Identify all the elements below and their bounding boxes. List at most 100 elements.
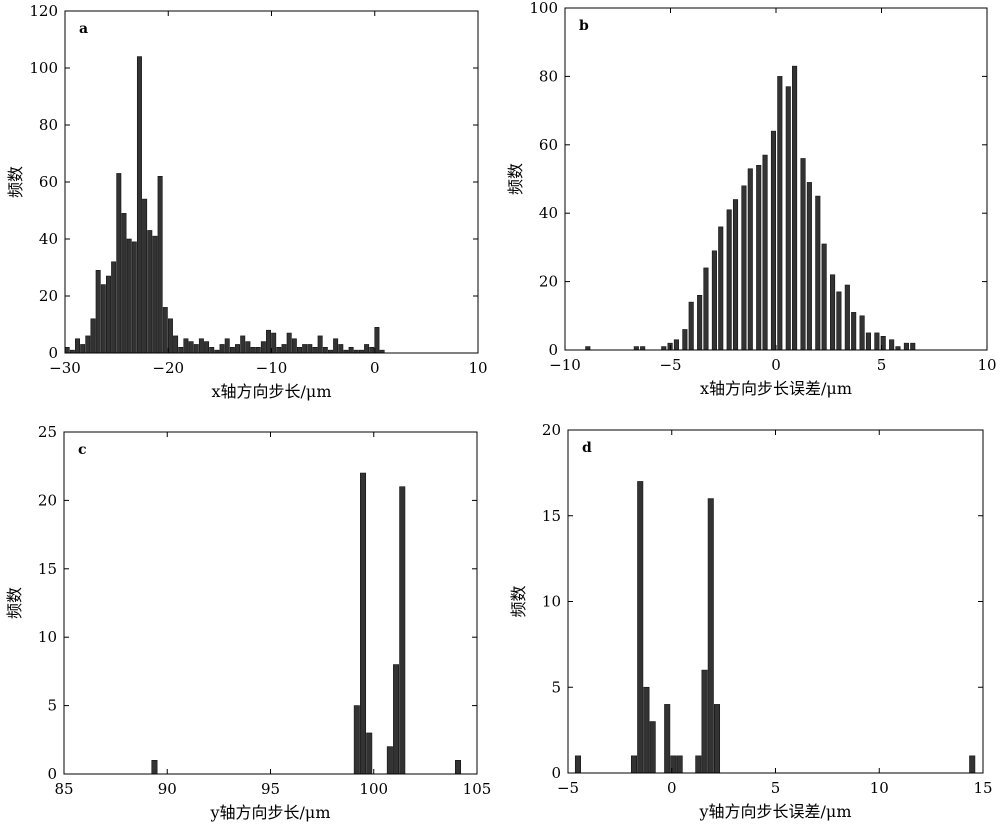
histogram-bar [844,284,850,351]
histogram-bar [865,332,871,351]
plot-frame [63,431,478,775]
histogram-bar [348,346,354,354]
x-tick-label: −30 [49,359,81,377]
histogram-bar [188,341,194,354]
y-tick-label: 80 [539,67,558,85]
y-tick-label: 15 [542,507,561,525]
x-axis-label: y轴方向步长/μm [209,803,330,822]
histogram-bar [224,338,230,354]
histogram-bar [364,344,370,354]
histogram-bar [183,338,189,354]
x-tick-label: 10 [870,779,889,797]
panel-label: a [79,21,88,37]
histogram-bar [747,168,753,351]
panel-label: b [579,18,589,34]
x-tick-label: −20 [152,359,184,377]
panel-label: d [582,440,592,456]
x-tick-label: 5 [877,356,887,374]
x-axis-label: x轴方向步长/μm [212,382,332,401]
y-axis-label: 频数 [5,587,24,619]
histogram-bar [281,344,287,354]
x-tick-label: 10 [468,359,487,377]
histogram-bar [703,267,709,351]
histogram-bar [386,746,393,775]
y-tick-label: 0 [548,341,558,359]
histogram-bar [235,344,241,354]
x-tick-label: 10 [977,356,996,374]
histogram-bar [726,209,732,351]
x-tick-label: 5 [771,779,781,797]
histogram-bar [312,346,318,354]
y-tick-label: 20 [539,273,558,291]
histogram-bar [193,344,199,354]
histogram-bar [95,270,101,354]
histogram-bar [374,327,380,354]
histogram-bar [64,346,70,354]
histogram-bar [664,704,671,774]
y-axis-label: 频数 [6,166,25,198]
histogram-bar [178,346,184,354]
histogram-bar [136,56,142,354]
y-tick-label: 25 [38,423,57,441]
histogram-bar [151,760,158,775]
histogram-bar [701,669,708,774]
histogram-bar [162,307,168,354]
histogram-bar [276,346,282,354]
histogram-bar [360,472,367,775]
x-tick-label: 0 [771,356,781,374]
histogram-bar [173,335,179,354]
histogram-bar [676,755,683,774]
histogram-bar [661,346,667,351]
x-tick-label: 85 [54,780,73,798]
histogram-bar [821,243,827,351]
y-tick-label: 100 [529,0,558,17]
histogram-bar [633,346,639,351]
plot-frame [567,429,984,774]
histogram-bar [630,755,638,774]
histogram-bar [322,346,328,354]
histogram-panel-c: 85 90 95 100 105 0 5 10 15 20 25 c y轴方向步长/μm 频数 [5,423,491,822]
histogram-bar [90,318,96,354]
histogram-bar [903,342,909,351]
histogram-bar [111,261,117,354]
histogram-bar [859,315,865,351]
histogram-bar [157,176,163,354]
histogram-bar [399,486,406,775]
panel-label: c [78,442,87,458]
x-tick-label: −10 [549,356,581,374]
histogram-bar [762,154,768,351]
histogram-bar [333,338,339,354]
histogram-bar [80,344,86,354]
histogram-bar [707,498,714,774]
x-tick-label: 0 [370,359,380,377]
histogram-bar [697,294,703,351]
histogram-bar [100,284,106,354]
histogram-bar [338,344,344,354]
histogram-bar [792,65,798,351]
histogram-bar [777,76,783,351]
y-tick-label: 5 [551,678,561,696]
histogram-bar [815,195,821,351]
y-axis-label: 频数 [506,163,525,195]
x-tick-label: 0 [667,779,677,797]
histogram-bar [889,339,895,351]
x-tick-label: −5 [659,356,681,374]
y-tick-label: 0 [48,344,58,362]
histogram-bar [116,173,122,354]
histogram-bar [910,342,916,351]
histogram-bar [167,318,173,354]
histogram-bar [271,332,277,354]
histogram-bar [836,291,842,351]
histogram-bar [711,250,717,351]
histogram-bar [209,346,215,354]
histogram-bar [297,346,302,354]
histogram-bar [250,346,256,354]
histogram-bar [574,755,581,774]
y-tick-label: 80 [39,116,58,134]
y-tick-label: 20 [542,421,561,439]
histogram-bar [673,339,679,351]
x-tick-label: −5 [557,779,579,797]
histogram-bar [121,213,127,354]
